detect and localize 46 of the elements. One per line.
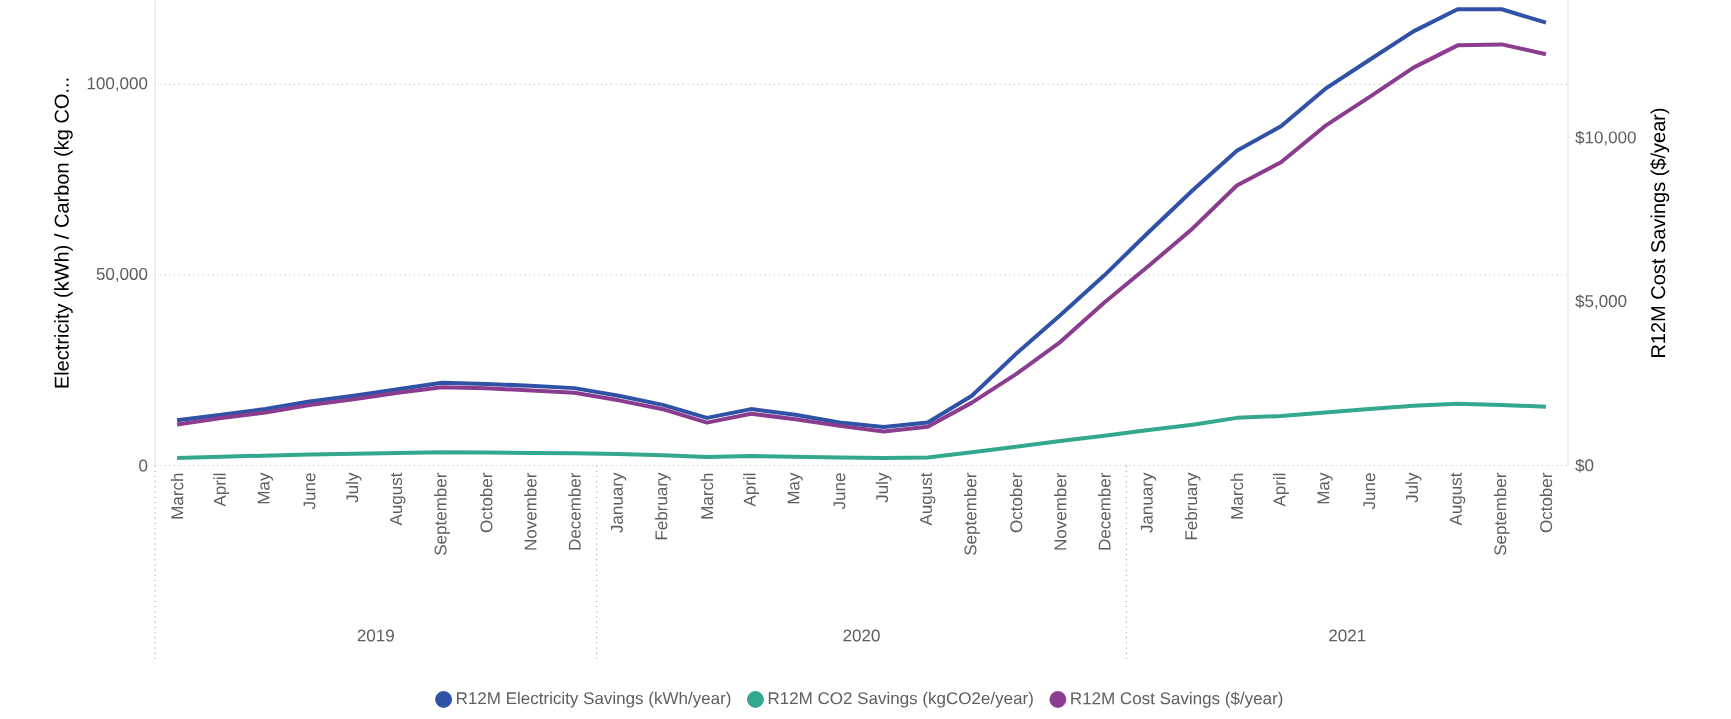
x-tick-label: March [700, 473, 714, 519]
x-tick-label: December [568, 473, 581, 550]
y-tick-label: 50,000 [96, 268, 148, 283]
x-tick-label: April [743, 473, 760, 507]
x-tick-label: May [787, 472, 803, 504]
y-axis-title: Electricity (kWh) / Carbon (kg CO... [54, 78, 73, 388]
x-tick-label: December [1098, 473, 1111, 550]
y-tick-label: 0 [139, 459, 148, 472]
x-tick-label: August [390, 472, 406, 526]
x-tick-label: September [1493, 473, 1510, 556]
x-tick-label: August [920, 472, 936, 526]
x-tick-label: November [524, 473, 537, 550]
x-tick-label: August [1450, 472, 1466, 526]
x-tick-label: May [1317, 472, 1333, 504]
y2-tick-label: $5,000 [1575, 294, 1627, 310]
x-tick-label: March [1230, 473, 1244, 519]
legend-label: R12M Electricity Savings (kWh/year) [456, 691, 731, 708]
legend-label: R12M Cost Savings ($/year) [1071, 691, 1283, 708]
x-tick-label: January [611, 472, 627, 534]
x-tick-label: July [1405, 472, 1422, 503]
x-tick-label: June [303, 473, 316, 510]
x-tick-label: February [654, 472, 671, 540]
x-tick-label: October [1009, 473, 1023, 533]
x-tick-label: February [1184, 472, 1201, 540]
y2-tick-label: $0 [1575, 458, 1594, 473]
x-tick-label: January [1140, 472, 1157, 534]
x-tick-label: June [833, 473, 846, 510]
y2-axis-title: R12M Cost Savings ($/year) [1650, 108, 1670, 358]
x-tick-label: April [213, 473, 230, 507]
x-tick-label: November [1053, 473, 1067, 550]
y-tick-label: 100,000 [87, 77, 148, 92]
x-tick-label: June [1363, 473, 1376, 510]
x-tick-label: October [479, 473, 493, 533]
x-tick-label: September [434, 473, 450, 556]
x-tick-label: September [963, 473, 980, 556]
legend-label: R12M CO2 Savings (kgCO2e/year) [768, 691, 1033, 708]
text: 2019 [357, 629, 394, 642]
x-tick-label: October [1539, 473, 1553, 533]
x-tick-label: March [170, 473, 184, 519]
y2-tick-label: $10,000 [1575, 130, 1636, 146]
x-tick-label: April [1273, 473, 1289, 507]
x-tick-label: May [257, 472, 273, 504]
x-tick-label: July [345, 472, 362, 503]
text: 2021 [1329, 629, 1366, 642]
x-tick-label: July [875, 472, 892, 503]
text: 2020 [843, 629, 880, 642]
